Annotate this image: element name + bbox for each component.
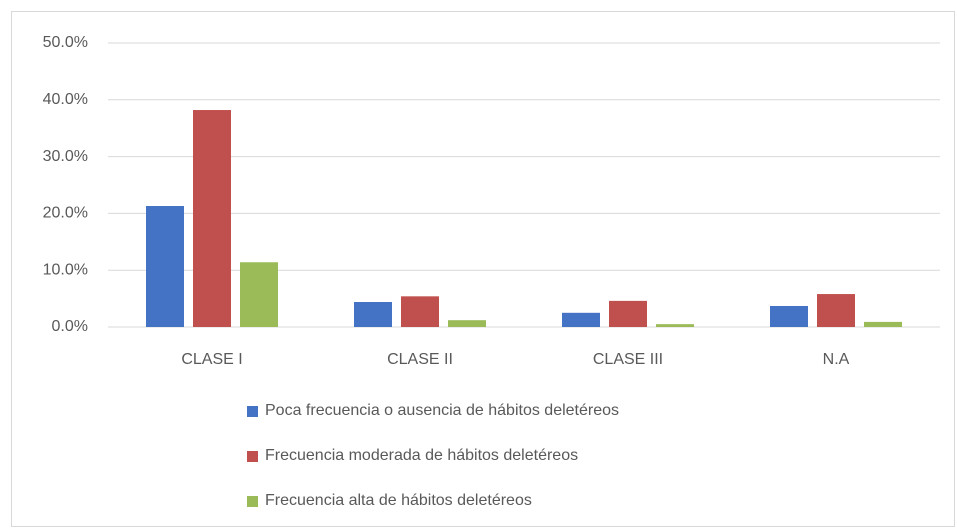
legend-label: Poca frecuencia o ausencia de hábitos de…	[265, 402, 619, 419]
x-tick-label: CLASE I	[181, 351, 242, 368]
bar	[354, 302, 392, 327]
y-tick-label: 10.0%	[43, 261, 88, 278]
x-tick-label: CLASE III	[593, 351, 663, 368]
bar	[609, 300, 647, 327]
bar	[656, 324, 694, 327]
bar	[448, 320, 486, 327]
legend-label: Frecuencia alta de hábitos deletéreos	[265, 492, 532, 509]
y-tick-label: 20.0%	[43, 205, 88, 222]
bar	[817, 294, 855, 327]
y-tick-label: 50.0%	[43, 34, 88, 51]
x-tick-label: N.A	[823, 351, 850, 368]
x-tick-label: CLASE II	[387, 351, 453, 368]
legend-swatch	[247, 496, 258, 507]
bar	[146, 206, 184, 327]
y-tick-label: 30.0%	[43, 148, 88, 165]
legend-swatch	[247, 406, 258, 417]
bar	[562, 312, 600, 327]
y-tick-label: 0.0%	[52, 318, 88, 335]
legend-swatch	[247, 451, 258, 462]
bar	[401, 296, 439, 327]
bar	[240, 262, 278, 327]
bar	[864, 321, 902, 327]
y-tick-label: 40.0%	[43, 91, 88, 108]
legend-label: Frecuencia moderada de hábitos deletéreo…	[265, 447, 578, 464]
bar	[193, 110, 231, 327]
bar	[770, 305, 808, 327]
